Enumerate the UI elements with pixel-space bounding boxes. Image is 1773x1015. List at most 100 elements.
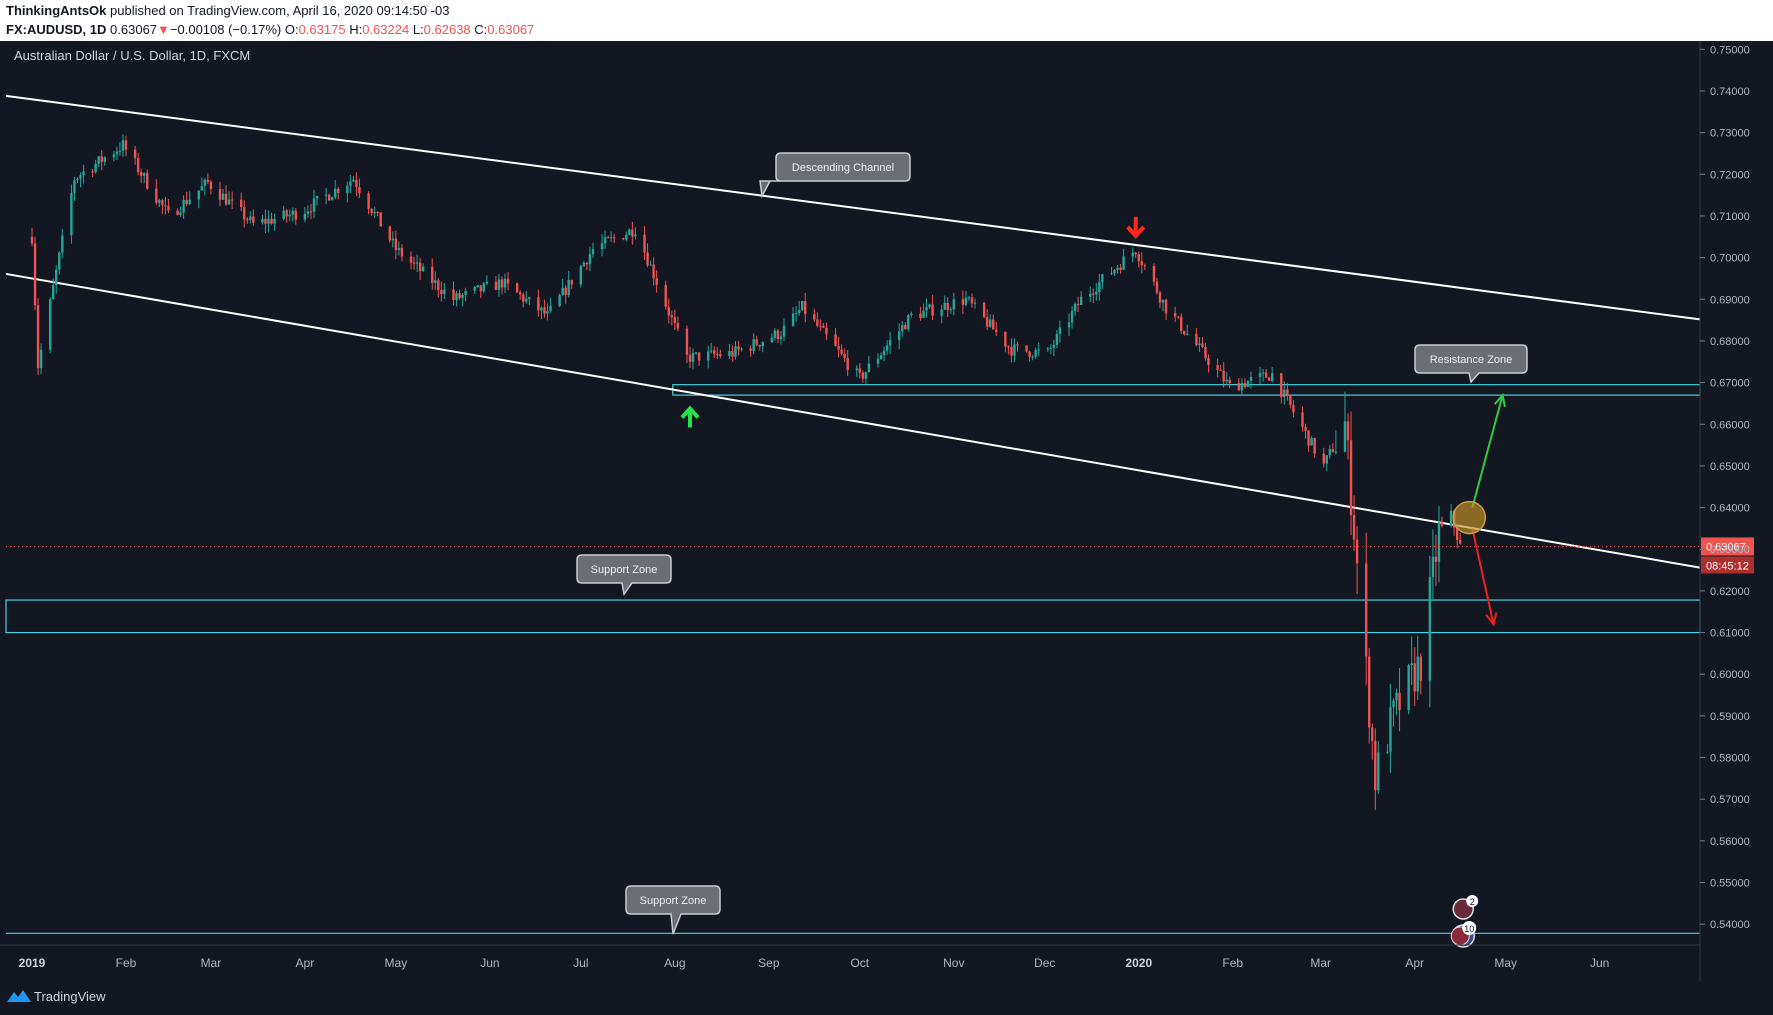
symbol: FX:AUDUSD, 1D (6, 22, 107, 37)
candle-body (655, 278, 658, 285)
candle-body (1386, 751, 1389, 753)
candle-body (503, 278, 507, 288)
candle-body (919, 313, 922, 318)
candle-body (494, 281, 498, 290)
candle-body (685, 328, 689, 355)
candle-body (943, 302, 946, 310)
candle-body (1013, 344, 1016, 356)
price-chart[interactable]: 0.63067 08:45:12 Descending Channel Resista… (0, 41, 1773, 981)
candle-body (240, 199, 243, 208)
candle-body (549, 306, 552, 312)
candle-body (39, 349, 43, 369)
candle-body (579, 266, 583, 285)
x-tick-label: Sep (758, 956, 780, 970)
candle-body (697, 352, 701, 361)
candle-body (209, 181, 213, 190)
support-zone-callout: Support Zone (576, 554, 672, 596)
last-price: 0.63067 (110, 22, 158, 37)
x-tick-label: Jun (480, 956, 499, 970)
chart-title: Australian Dollar / U.S. Dollar, 1D, FXC… (14, 48, 250, 63)
candle-body (1158, 292, 1162, 303)
channel-upper-line (5, 94, 1701, 321)
candle-body (1031, 356, 1034, 358)
candle-body (1055, 333, 1059, 345)
candle-body (1198, 343, 1201, 346)
candle-body (1122, 256, 1125, 270)
candle-body (1116, 267, 1119, 270)
candle-body (694, 352, 698, 354)
candle-body (864, 371, 868, 379)
chart-area[interactable]: 0.63067 08:45:12 Descending Channel Resista… (0, 41, 1773, 981)
candle-body (910, 313, 913, 316)
author: ThinkingAntsOk (6, 3, 107, 18)
candle-body (846, 358, 849, 370)
candle-body (752, 339, 755, 351)
candle-body (30, 236, 34, 244)
brand-name: TradingView (34, 989, 106, 1004)
low-value: 0.62638 (423, 22, 471, 37)
candle-body (561, 287, 564, 296)
countdown-tag (1701, 556, 1754, 574)
candle-body (1173, 313, 1177, 317)
candle-body (667, 306, 670, 316)
candle-body (1267, 377, 1271, 381)
x-tick-label: Feb (1222, 956, 1243, 970)
candle-body (121, 140, 125, 151)
candle-body (1389, 707, 1392, 752)
candle-body (816, 319, 819, 326)
candle-body (124, 140, 128, 150)
y-tick-label: 0.72000 (1710, 169, 1750, 181)
candle-body (1089, 293, 1092, 297)
candle-body (185, 199, 188, 205)
candle-body (1431, 556, 1435, 578)
candle-body (628, 229, 631, 235)
candle-body (1098, 281, 1101, 292)
candle-body (543, 307, 546, 314)
candle-body (264, 218, 267, 224)
candle-body (713, 350, 716, 355)
y-tick-label: 0.69000 (1710, 294, 1750, 306)
candle-body (267, 218, 270, 224)
candle-body (1368, 656, 1371, 728)
candle-body (1458, 539, 1462, 544)
candle-body (988, 319, 992, 327)
candle-body (33, 243, 37, 306)
candle-body (155, 188, 158, 203)
candle-body (1264, 372, 1268, 378)
support-zone-lower-callout: Support Zone (625, 885, 721, 935)
candle-body (664, 284, 667, 307)
candle-body (482, 283, 486, 292)
candle-body (813, 313, 816, 320)
x-tick-label: Mar (1310, 956, 1331, 970)
y-tick-label: 0.75000 (1710, 44, 1750, 56)
candle-body (1201, 343, 1204, 348)
candle-body (1349, 440, 1353, 516)
candle-body (1025, 345, 1028, 352)
candle-body (330, 197, 334, 201)
candle-body (591, 249, 595, 255)
high-value: 0.63224 (362, 22, 410, 37)
candle-body (324, 194, 328, 196)
publish-info: ThinkingAntsOk published on TradingView.… (6, 3, 449, 19)
candle-body (133, 149, 137, 159)
candle-body (142, 173, 146, 176)
candle-body (1416, 656, 1419, 692)
candle-body (52, 285, 55, 300)
candle-body (182, 199, 185, 213)
candle-body (397, 247, 401, 251)
y-tick-label: 0.64000 (1710, 503, 1750, 515)
high-label: H: (349, 22, 363, 37)
candle-body (76, 178, 79, 181)
candle-body (94, 163, 97, 172)
candle-body (103, 157, 106, 162)
candle-body (719, 354, 722, 357)
candle-body (646, 252, 649, 266)
candle-body (394, 238, 398, 251)
down-triangle-icon: ▼ (157, 22, 170, 37)
candle-body (252, 216, 255, 223)
candle-body (355, 179, 358, 188)
candle-body (479, 285, 482, 292)
y-tick-label: 0.67000 (1710, 378, 1750, 390)
candle-body (58, 252, 61, 270)
candle-body (522, 294, 525, 302)
